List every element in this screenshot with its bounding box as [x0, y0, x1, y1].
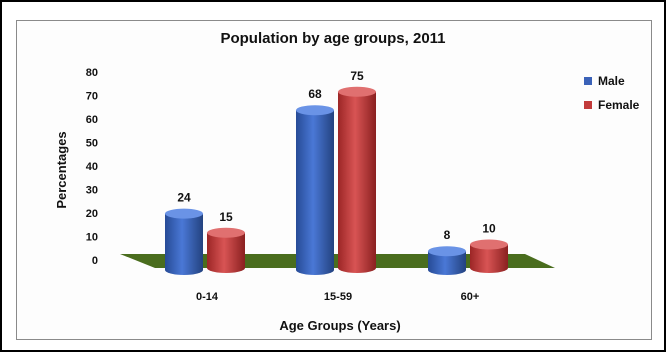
bar-body	[428, 251, 466, 275]
bar-top	[207, 227, 245, 238]
bar-top	[428, 246, 466, 257]
y-tick-label: 50	[86, 138, 98, 150]
y-tick-label: 80	[86, 67, 98, 79]
chart-title: Population by age groups, 2011	[220, 30, 446, 47]
y-tick-label: 0	[92, 255, 98, 267]
legend-label: Male	[598, 74, 625, 88]
data-label: 10	[482, 222, 496, 236]
y-tick-label: 70	[86, 91, 98, 103]
data-label: 75	[350, 69, 364, 83]
bar-female-60+	[470, 239, 508, 273]
x-axis-title: Age Groups (Years)	[279, 318, 400, 333]
x-tick-label: 0-14	[196, 291, 219, 303]
bar-body	[165, 213, 203, 275]
legend-swatch	[584, 77, 592, 85]
bar-body	[207, 232, 245, 273]
data-label: 15	[219, 210, 233, 224]
x-tick-label: 15-59	[324, 291, 352, 303]
bar-body	[338, 91, 376, 273]
data-label: 24	[177, 191, 191, 205]
bar-female-15-59	[338, 86, 376, 273]
legend-item-male: Male	[584, 74, 625, 88]
legend-swatch	[584, 101, 592, 109]
bar-top	[470, 239, 508, 250]
bar-top	[165, 208, 203, 219]
bar-male-60+	[428, 246, 466, 275]
y-tick-label: 30	[86, 185, 98, 197]
bar-top	[338, 86, 376, 97]
bar-top	[296, 105, 334, 116]
bar-male-15-59	[296, 105, 334, 275]
bar-body	[296, 110, 334, 275]
data-label: 68	[308, 87, 322, 101]
bar-body	[470, 244, 508, 273]
y-axis-title: Percentages	[54, 131, 69, 208]
legend-item-female: Female	[584, 98, 640, 112]
y-tick-label: 20	[86, 208, 98, 220]
legend-label: Female	[598, 98, 640, 112]
bar-male-0-14	[165, 208, 203, 275]
y-tick-label: 40	[86, 161, 98, 173]
data-label: 8	[444, 228, 451, 242]
x-tick-label: 60+	[461, 291, 480, 303]
bar-female-0-14	[207, 227, 245, 273]
y-tick-label: 10	[86, 232, 98, 244]
y-tick-label: 60	[86, 114, 98, 126]
